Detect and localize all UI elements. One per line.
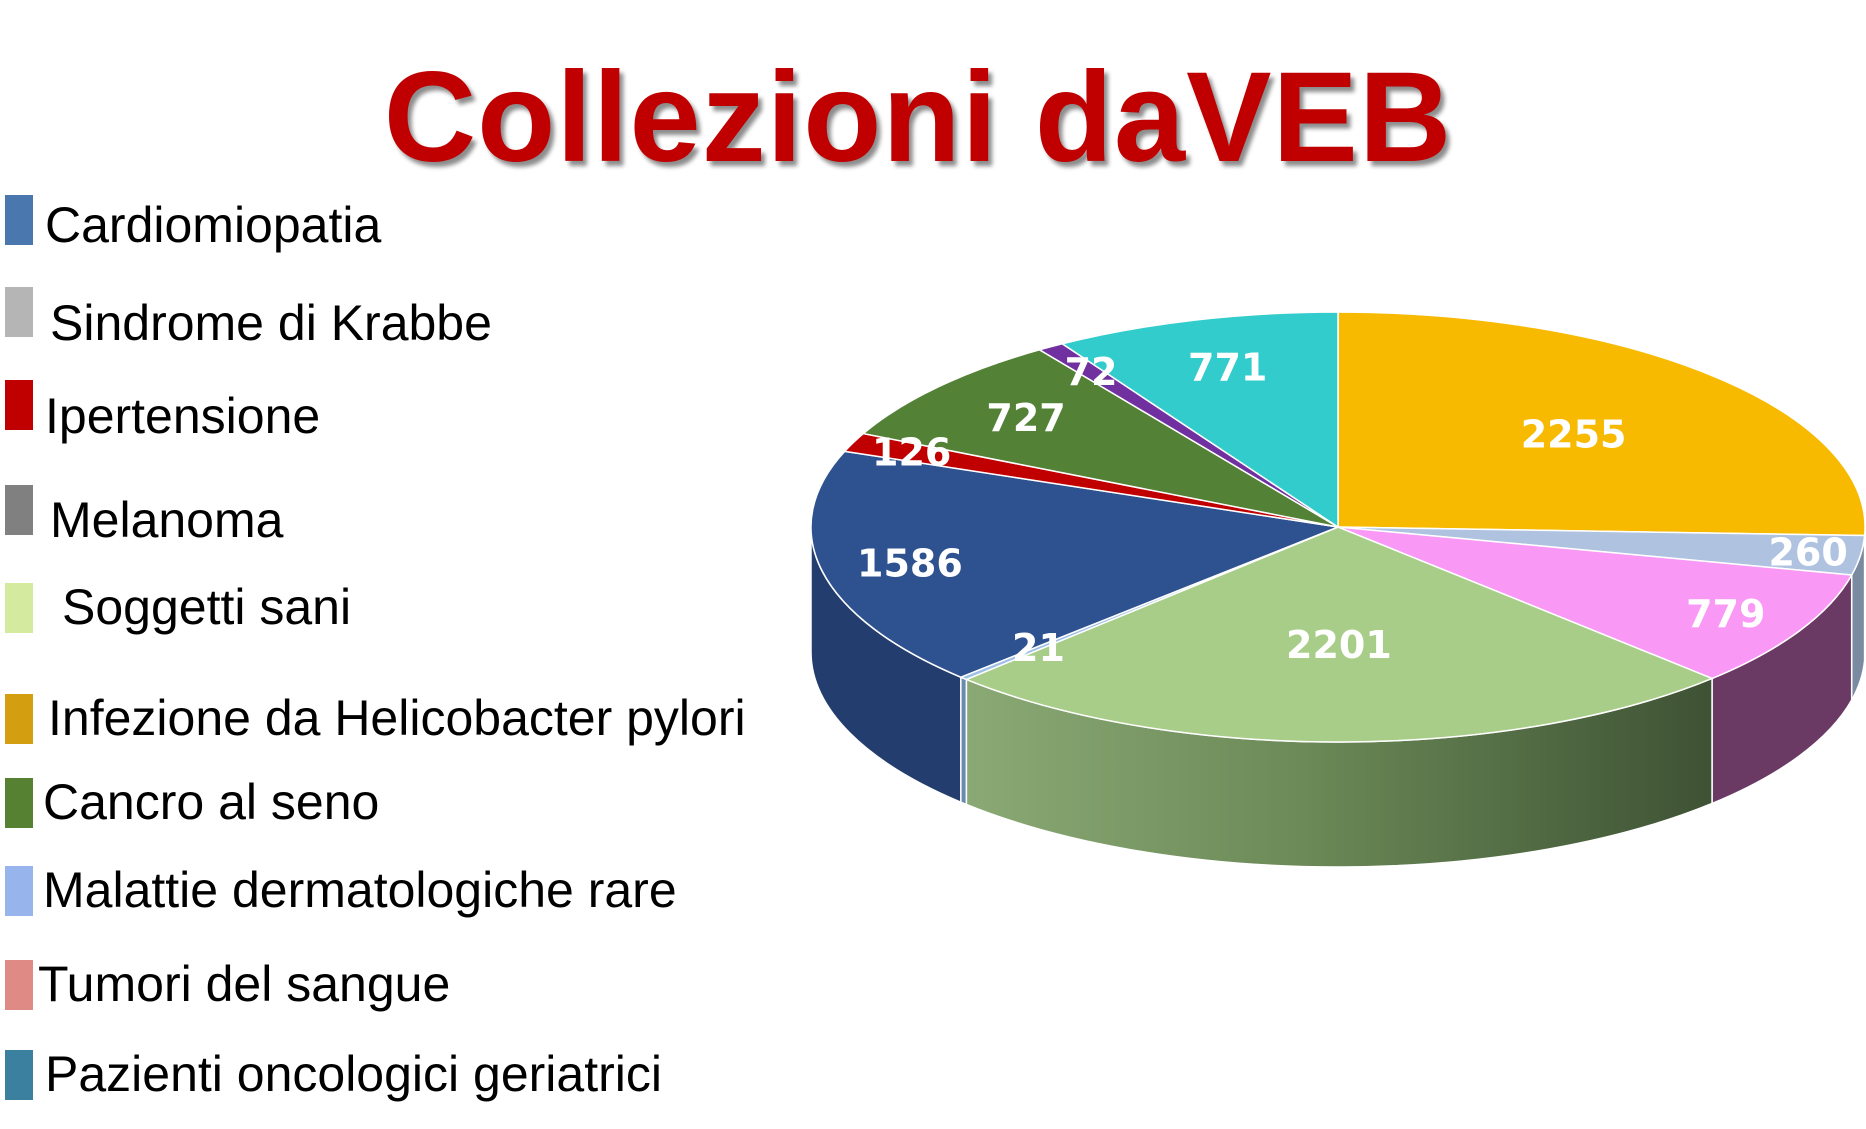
legend-swatch xyxy=(5,778,33,828)
pie-side-4 xyxy=(960,676,968,806)
legend-label: Soggetti sani xyxy=(62,579,352,635)
data-label-6: 126 xyxy=(872,431,951,475)
data-label-9: 771 xyxy=(1188,346,1267,390)
legend-label: Ipertensione xyxy=(45,388,321,444)
legend-label: Cancro al seno xyxy=(43,774,380,830)
pie-side-walls xyxy=(810,526,1866,868)
legend-swatch xyxy=(5,960,33,1010)
data-label-5: 1586 xyxy=(857,542,963,586)
pie-slice-0 xyxy=(1337,311,1866,537)
pie-slice-5 xyxy=(810,450,1341,678)
legend-swatch xyxy=(5,485,33,535)
pie-top-faces xyxy=(810,311,1866,743)
data-label-8: 72 xyxy=(1065,350,1118,394)
legend-swatch xyxy=(5,380,33,430)
pie-slice-9 xyxy=(1060,311,1339,529)
legend-label: Malattie dermatologiche rare xyxy=(43,862,677,918)
legend-swatch xyxy=(5,694,33,744)
data-label-3: 2201 xyxy=(1286,623,1392,667)
data-label-1: 260 xyxy=(1768,531,1847,575)
data-label-4: 21 xyxy=(1012,626,1065,670)
pie-slice-2 xyxy=(1337,526,1853,680)
legend-label: Sindrome di Krabbe xyxy=(50,295,492,351)
legend-swatch xyxy=(5,866,33,916)
legend-swatch xyxy=(5,583,33,633)
legend-swatch xyxy=(5,287,33,337)
pie-slice-7 xyxy=(861,348,1339,528)
legend-swatch xyxy=(5,195,33,245)
legend-label: Infezione da Helicobacter pylori xyxy=(48,690,746,746)
data-label-7: 727 xyxy=(986,396,1065,440)
data-label-0: 2255 xyxy=(1521,413,1627,457)
legend: Cardiomiopatia Sindrome di Krabbe Iperte… xyxy=(0,0,820,1129)
legend-label: Melanoma xyxy=(50,492,284,548)
legend-label: Tumori del sangue xyxy=(38,956,451,1012)
chart-title: Collezioni daVEB xyxy=(383,46,1453,189)
legend-label: Pazienti oncologici geriatrici xyxy=(45,1046,662,1102)
legend-label: Cardiomiopatia xyxy=(45,197,382,253)
pie-slice-3 xyxy=(964,526,1715,743)
data-label-2: 779 xyxy=(1686,592,1765,636)
legend-swatch xyxy=(5,1050,33,1100)
